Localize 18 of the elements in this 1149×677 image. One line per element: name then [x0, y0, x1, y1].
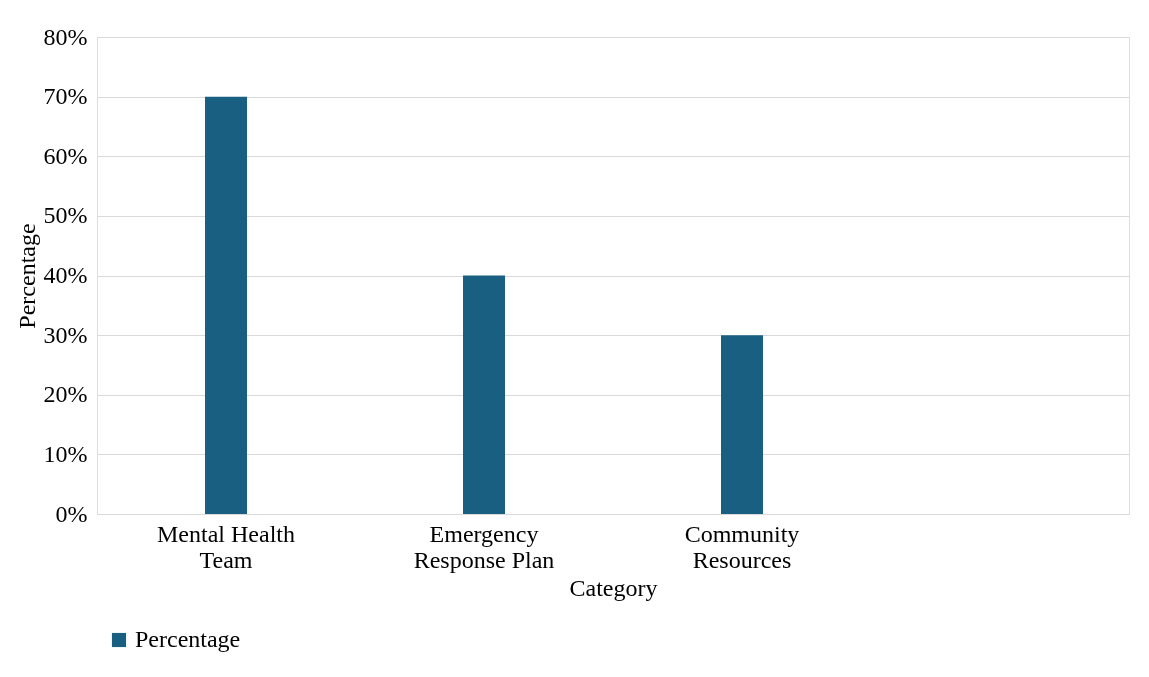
y-tick-label: 30%: [43, 321, 88, 348]
y-tick-label: 60%: [43, 142, 88, 169]
y-tick-label: 70%: [43, 83, 88, 110]
y-tick-label: 80%: [43, 23, 88, 50]
bar: [205, 96, 247, 514]
y-tick-label: 0%: [55, 500, 88, 527]
x-tick-label: Mental Health Team: [157, 520, 295, 573]
x-tick-label: Emergency Response Plan: [413, 520, 555, 573]
bar: [463, 275, 505, 514]
y-tick-label: 20%: [43, 381, 88, 408]
y-tick-label: 50%: [43, 202, 88, 229]
y-tick-label: 10%: [43, 440, 88, 467]
x-axis-title: Category: [569, 574, 658, 601]
legend-label: Percentage: [135, 626, 241, 652]
y-axis-title: Percentage: [13, 223, 40, 329]
y-tick-label: 40%: [43, 262, 88, 288]
x-tick-label: Community Resources: [684, 520, 800, 573]
bar: [721, 335, 763, 514]
